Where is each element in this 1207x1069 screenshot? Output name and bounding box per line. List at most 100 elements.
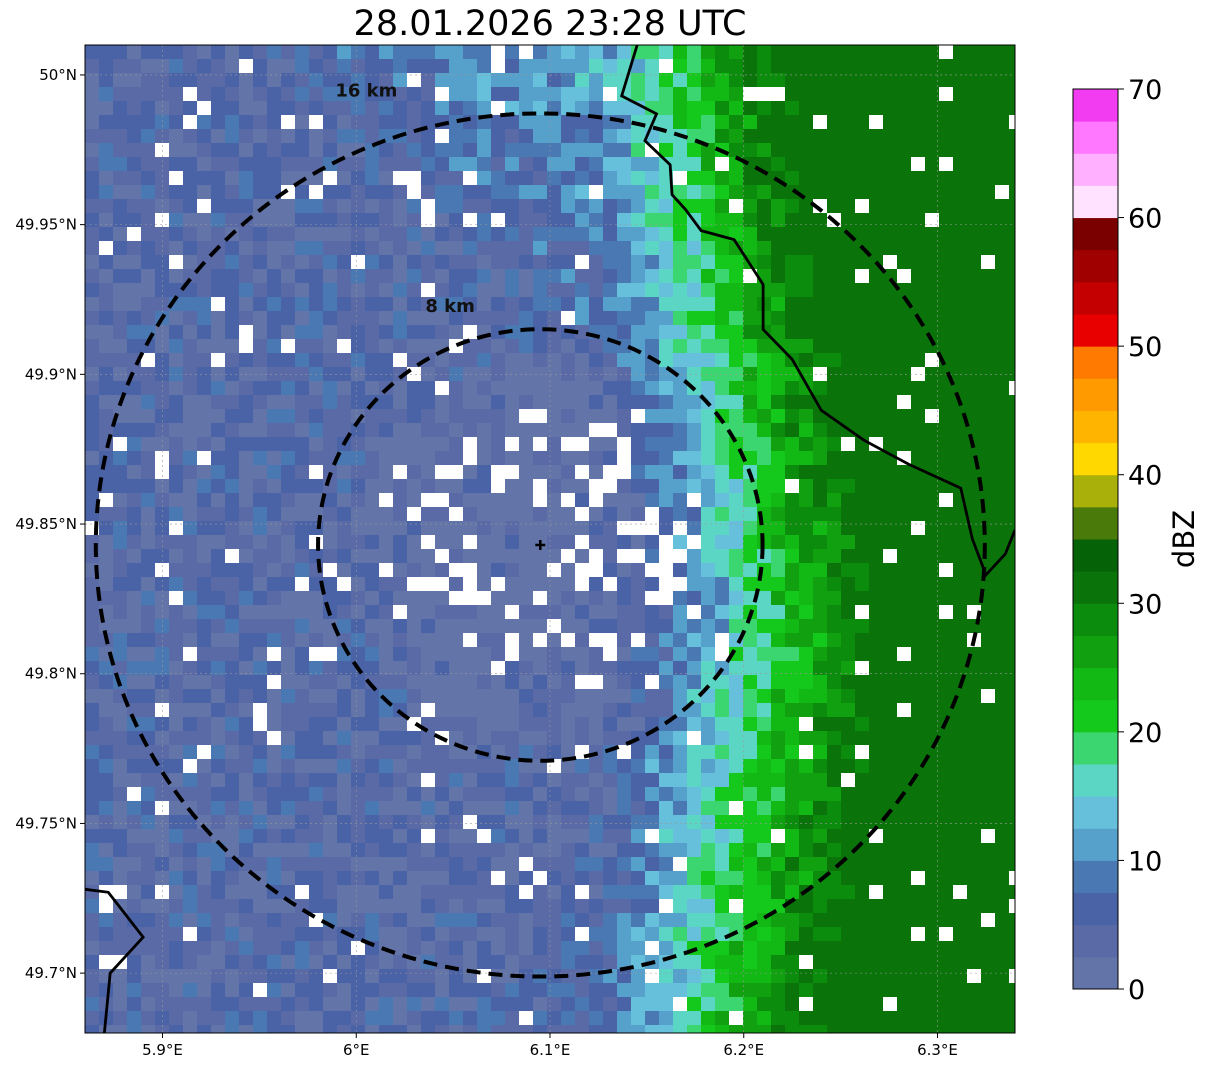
reflectivity-cell bbox=[225, 549, 240, 564]
reflectivity-cell bbox=[953, 577, 968, 592]
reflectivity-cell bbox=[365, 199, 380, 214]
reflectivity-cell bbox=[533, 927, 548, 942]
reflectivity-cell bbox=[239, 577, 254, 592]
reflectivity-cell bbox=[785, 815, 800, 830]
reflectivity-cell bbox=[729, 563, 744, 578]
reflectivity-cell bbox=[785, 59, 800, 74]
reflectivity-cell bbox=[561, 633, 576, 648]
reflectivity-cell bbox=[393, 787, 408, 802]
reflectivity-cell bbox=[729, 899, 744, 914]
reflectivity-cell bbox=[953, 1011, 968, 1026]
reflectivity-cell bbox=[631, 885, 646, 900]
reflectivity-cell bbox=[519, 311, 534, 326]
reflectivity-cell bbox=[645, 843, 660, 858]
reflectivity-cell bbox=[309, 745, 324, 760]
reflectivity-cell bbox=[743, 759, 758, 774]
reflectivity-cell bbox=[743, 941, 758, 956]
reflectivity-cell bbox=[239, 171, 254, 186]
reflectivity-cell bbox=[813, 87, 828, 102]
reflectivity-cell bbox=[477, 101, 492, 116]
reflectivity-cell bbox=[435, 199, 450, 214]
reflectivity-cell bbox=[351, 297, 366, 312]
reflectivity-cell bbox=[113, 241, 128, 256]
reflectivity-cell bbox=[421, 1011, 436, 1026]
reflectivity-cell bbox=[337, 451, 352, 466]
reflectivity-cell bbox=[827, 283, 842, 298]
reflectivity-cell bbox=[183, 143, 198, 158]
reflectivity-cell bbox=[463, 801, 478, 816]
reflectivity-cell bbox=[365, 451, 380, 466]
reflectivity-cell bbox=[981, 689, 996, 704]
reflectivity-cell bbox=[365, 563, 380, 578]
reflectivity-cell bbox=[995, 311, 1010, 326]
reflectivity-cell bbox=[701, 591, 716, 606]
reflectivity-cell bbox=[701, 423, 716, 438]
reflectivity-cell bbox=[449, 913, 464, 928]
reflectivity-cell bbox=[533, 73, 548, 88]
reflectivity-cell bbox=[799, 801, 814, 816]
reflectivity-cell bbox=[519, 59, 534, 74]
reflectivity-cell bbox=[617, 703, 632, 718]
reflectivity-cell bbox=[897, 969, 912, 984]
reflectivity-cell bbox=[253, 899, 268, 914]
reflectivity-cell bbox=[715, 899, 730, 914]
reflectivity-cell bbox=[645, 241, 660, 256]
reflectivity-cell bbox=[1009, 129, 1015, 144]
reflectivity-cell bbox=[85, 619, 100, 634]
reflectivity-cell bbox=[743, 955, 758, 970]
border-line-southwest bbox=[85, 887, 145, 1033]
reflectivity-cell bbox=[505, 815, 520, 830]
reflectivity-cell bbox=[589, 269, 604, 284]
reflectivity-cell bbox=[547, 507, 562, 522]
reflectivity-cell bbox=[575, 983, 590, 998]
reflectivity-cell bbox=[967, 101, 982, 116]
reflectivity-cell bbox=[743, 885, 758, 900]
reflectivity-cell bbox=[715, 213, 730, 228]
reflectivity-cell bbox=[995, 367, 1010, 382]
reflectivity-cell bbox=[337, 549, 352, 564]
reflectivity-cell bbox=[211, 73, 226, 88]
reflectivity-cell bbox=[925, 409, 940, 424]
reflectivity-cell bbox=[281, 731, 296, 746]
reflectivity-cell bbox=[673, 591, 688, 606]
reflectivity-cell bbox=[463, 675, 478, 690]
reflectivity-cell bbox=[505, 955, 520, 970]
reflectivity-cell bbox=[687, 73, 702, 88]
reflectivity-cell bbox=[981, 983, 996, 998]
reflectivity-cell bbox=[253, 269, 268, 284]
reflectivity-cell bbox=[995, 801, 1010, 816]
reflectivity-cell bbox=[645, 591, 660, 606]
reflectivity-cell bbox=[659, 633, 674, 648]
reflectivity-cell bbox=[659, 409, 674, 424]
reflectivity-cell bbox=[645, 997, 660, 1012]
reflectivity-cell bbox=[827, 521, 842, 536]
reflectivity-cell bbox=[211, 829, 226, 844]
reflectivity-cell bbox=[281, 129, 296, 144]
reflectivity-cell bbox=[197, 493, 212, 508]
reflectivity-cell bbox=[813, 577, 828, 592]
reflectivity-cell bbox=[659, 871, 674, 886]
reflectivity-cell bbox=[463, 199, 478, 214]
reflectivity-cell bbox=[127, 1011, 142, 1026]
reflectivity-cell bbox=[239, 899, 254, 914]
reflectivity-cell bbox=[197, 927, 212, 942]
reflectivity-cell bbox=[407, 535, 422, 550]
reflectivity-cell bbox=[211, 129, 226, 144]
reflectivity-cell bbox=[309, 871, 324, 886]
reflectivity-cell bbox=[141, 801, 156, 816]
reflectivity-cell bbox=[967, 997, 982, 1012]
reflectivity-cell bbox=[827, 101, 842, 116]
reflectivity-cell bbox=[897, 549, 912, 564]
reflectivity-cell bbox=[911, 451, 926, 466]
reflectivity-cell bbox=[855, 773, 870, 788]
reflectivity-cell bbox=[799, 871, 814, 886]
reflectivity-cell bbox=[113, 437, 128, 452]
reflectivity-cell bbox=[267, 857, 282, 872]
reflectivity-cell bbox=[645, 381, 660, 396]
reflectivity-cell bbox=[169, 283, 184, 298]
reflectivity-cell bbox=[421, 73, 436, 88]
reflectivity-cell bbox=[295, 661, 310, 676]
reflectivity-cell bbox=[491, 521, 506, 536]
reflectivity-cell bbox=[155, 227, 170, 242]
reflectivity-cell bbox=[141, 997, 156, 1012]
